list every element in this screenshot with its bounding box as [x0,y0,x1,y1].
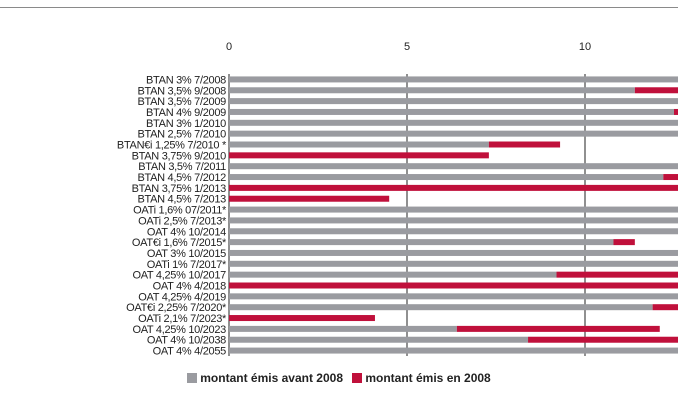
bar-before-14 [229,228,678,235]
category-label-17: OATi 1% 7/2017* [147,259,227,271]
legend-swatch-before [187,373,198,383]
category-label-13: OATi 2,5% 7/2013* [138,215,227,227]
category-label-12: OATi 1,6% 07/2011* [133,205,227,217]
bar-before-6 [229,141,489,148]
bar-before-8 [229,163,678,170]
legend-item-before: montant émis avant 2008 [187,371,343,385]
bar-2008-10 [229,184,678,191]
bar-before-24 [229,336,529,343]
category-label-19: OAT 4% 4/2018 [153,281,227,293]
category-label-14: OAT 4% 10/2014 [147,226,226,238]
category-label-3: BTAN 4% 9/2009 [146,107,226,119]
category-label-24: OAT 4% 10/2038 [147,335,226,347]
gridlines [228,74,586,356]
bar-2008-9 [663,174,678,181]
bar-2008-1 [634,87,678,94]
bar-before-3 [229,108,674,115]
bars [229,76,678,354]
bar-2008-15 [613,239,635,246]
x-tick-label-5: 5 [404,41,410,53]
x-tick-label-0: 0 [226,41,232,53]
bar-before-12 [229,206,678,213]
legend-label-before: montant émis avant 2008 [200,371,343,385]
bar-before-15 [229,239,614,246]
bar-2008-24 [528,336,678,343]
bar-before-9 [229,174,664,181]
legend-label-2008: montant émis en 2008 [365,371,491,385]
bar-before-17 [229,260,678,267]
legend: montant émis avant 2008 montant émis en … [0,371,678,385]
bar-2008-3 [674,108,678,115]
category-label-11: BTAN 4,5% 7/2013 [137,194,226,206]
category-label-2: BTAN 3,5% 7/2009 [137,96,226,108]
bar-before-16 [229,249,678,256]
category-label-7: BTAN 3,75% 9/2010 [132,150,227,162]
bar-2008-18 [556,271,678,278]
category-label-8: BTAN 3,5% 7/2011 [138,161,226,173]
category-label-15: OAT€i 1,6% 7/2015* [132,237,227,249]
category-label-25: OAT 4% 4/2055 [153,346,227,358]
bar-before-21 [229,304,653,311]
bar-2008-11 [229,195,390,202]
category-label-4: BTAN 3% 1/2010 [146,118,226,130]
category-label-0: BTAN 3% 7/2008 [146,74,226,86]
bar-before-0 [229,76,678,83]
bar-before-13 [229,217,678,224]
bar-2008-21 [652,304,678,311]
category-label-9: BTAN 4,5% 7/2012 [137,172,226,184]
category-label-18: OAT 4,25% 10/2017 [132,270,226,282]
bar-before-25 [229,347,678,354]
bar-before-4 [229,119,678,126]
bar-before-5 [229,130,678,137]
bar-2008-7 [229,152,489,159]
bar-2008-23 [456,325,660,332]
category-label-20: OAT 4,25% 4/2019 [138,291,226,303]
category-label-23: OAT 4,25% 10/2023 [132,324,226,336]
category-label-16: OAT 3% 10/2015 [147,248,226,260]
bar-before-20 [229,293,678,300]
legend-swatch-2008 [352,373,363,383]
category-label-22: OATi 2,1% 7/2023* [138,313,227,325]
category-label-6: BTAN€i 1,25% 7/2010 * [117,140,227,152]
bar-2008-19 [229,282,678,289]
legend-item-2008: montant émis en 2008 [352,371,491,385]
bar-before-18 [229,271,557,278]
category-label-1: BTAN 3,5% 9/2008 [137,85,226,97]
category-label-5: BTAN 2,5% 7/2010 [137,129,226,141]
top-rule [0,7,678,8]
category-label-10: BTAN 3,75% 1/2013 [132,183,227,195]
x-tick-labels: 0510152025 [226,41,591,53]
category-label-21: OAT€i 2,25% 7/2020* [126,302,227,314]
bar-before-1 [229,87,635,94]
bar-2008-6 [488,141,561,148]
bar-before-23 [229,325,457,332]
bar-before-2 [229,98,678,105]
bar-2008-22 [229,315,375,322]
x-tick-label-10: 10 [579,41,591,53]
